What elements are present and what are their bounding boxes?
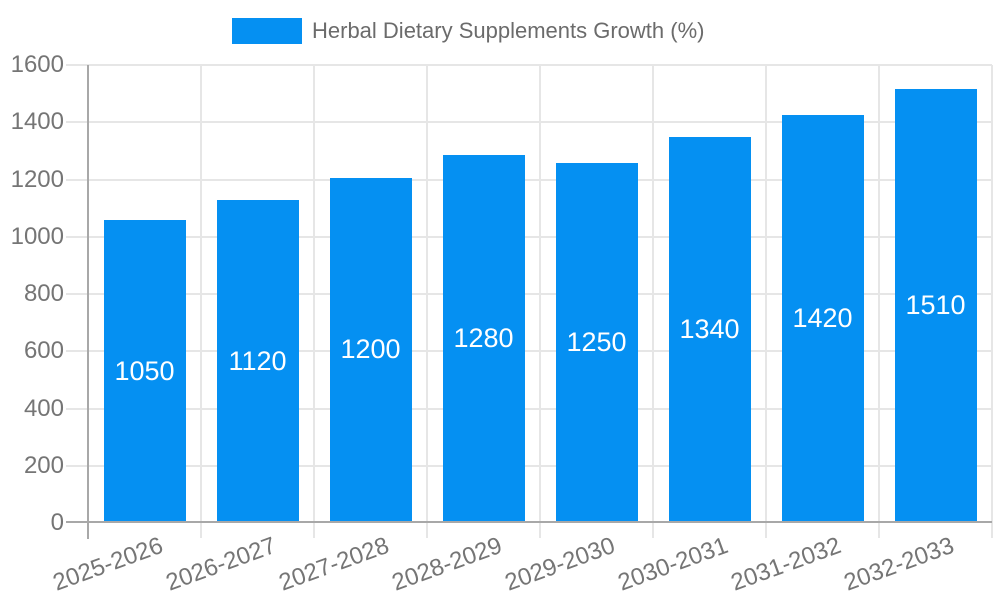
bar[interactable]: 1050: [103, 220, 186, 521]
bar[interactable]: 1280: [442, 154, 525, 521]
bar[interactable]: 1340: [668, 137, 751, 521]
x-tick-mark: [652, 523, 654, 538]
x-axis-line: [66, 521, 992, 523]
y-tick-label: 1600: [10, 51, 64, 78]
bar[interactable]: 1510: [894, 88, 977, 521]
x-tick-mark: [426, 523, 428, 538]
x-tick-mark: [991, 523, 993, 538]
legend-label: Herbal Dietary Supplements Growth (%): [312, 18, 705, 43]
x-tick-mark: [313, 523, 315, 538]
bar-value-label: 1340: [679, 314, 740, 345]
gridline-vertical: [539, 65, 541, 523]
gridline-horizontal: [66, 121, 992, 124]
bar-value-label: 1280: [453, 322, 514, 353]
y-tick-label: 400: [23, 394, 64, 422]
y-axis-line: [87, 65, 89, 539]
bar[interactable]: 1120: [216, 200, 299, 521]
gridline-vertical: [991, 65, 993, 523]
gridline-vertical: [652, 65, 654, 523]
y-tick-label: 1200: [10, 165, 64, 193]
bar-value-label: 1510: [905, 289, 966, 320]
x-tick-mark: [878, 523, 880, 538]
y-tick-label: 600: [23, 337, 64, 365]
gridline-horizontal: [66, 235, 992, 238]
gridline-horizontal: [66, 64, 992, 66]
y-tick-label: 200: [23, 451, 64, 479]
x-tick-mark: [200, 523, 202, 538]
y-tick-label: 1400: [10, 108, 64, 136]
plot-area: 0 200 400 600 800 1000 1200 1400 1600 1050 2025-20…: [11, 51, 993, 597]
bar-value-label: 1200: [340, 334, 401, 365]
legend: Herbal Dietary Supplements Growth (%): [232, 18, 704, 44]
legend-item[interactable]: Herbal Dietary Supplements Growth (%): [232, 18, 704, 44]
bar-value-label: 1050: [114, 355, 175, 386]
gridline-horizontal: [66, 407, 992, 410]
bar-value-label: 1250: [566, 327, 627, 358]
gridline-vertical: [313, 65, 315, 523]
bar[interactable]: 1250: [555, 163, 638, 521]
gridline-horizontal: [66, 293, 992, 295]
bar-value-label: 1420: [792, 302, 853, 333]
gridline-horizontal: [66, 350, 992, 353]
y-tick-label: 0: [50, 509, 64, 536]
bar-value-label: 1120: [228, 345, 287, 376]
x-tick-mark: [539, 523, 541, 538]
gridline-horizontal: [66, 464, 992, 467]
x-tick-mark: [765, 523, 767, 538]
legend-color-swatch: [232, 18, 302, 44]
y-tick-label: 800: [23, 280, 64, 307]
bar[interactable]: 1420: [781, 114, 864, 521]
gridline-vertical: [426, 65, 428, 523]
gridline-vertical: [765, 65, 767, 523]
gridline-horizontal: [66, 178, 992, 181]
gridline-vertical: [878, 65, 880, 523]
bar[interactable]: 1200: [329, 177, 412, 521]
y-tick-label: 1000: [10, 222, 64, 250]
gridline-vertical: [200, 65, 202, 523]
